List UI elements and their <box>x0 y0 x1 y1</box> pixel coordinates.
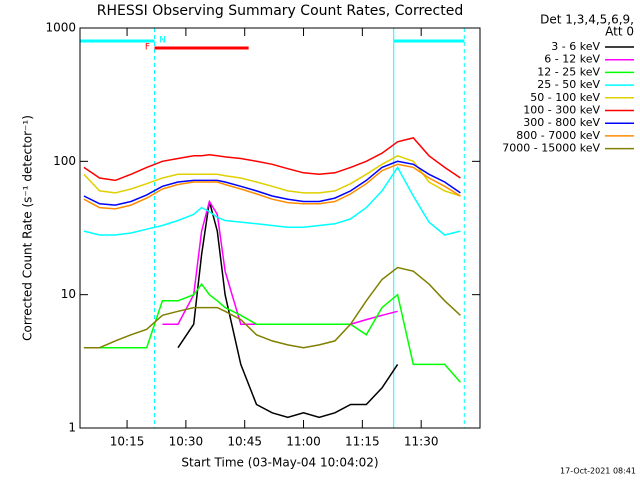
y-tick-label: 100 <box>53 154 76 168</box>
series-line <box>177 201 399 419</box>
legend-label: 6 - 12 keV <box>544 53 600 66</box>
series-line <box>83 163 461 210</box>
y-tick-label: 1000 <box>45 21 76 35</box>
y-tick-label: 10 <box>61 287 76 301</box>
series-line <box>83 137 461 182</box>
x-tick-label: 11:30 <box>404 435 439 449</box>
legend-header: Att 0 <box>605 25 634 39</box>
x-tick-label: 10:45 <box>227 435 262 449</box>
legend-label: 25 - 50 keV <box>537 78 600 91</box>
x-tick-label: 11:15 <box>345 435 380 449</box>
legend-header: Det 1,3,4,5,6,9, <box>540 13 634 27</box>
series-line <box>83 266 461 349</box>
x-tick-label: 11:00 <box>286 435 321 449</box>
legend-label: 50 - 100 keV <box>530 91 600 104</box>
legend-label: 12 - 25 keV <box>537 65 600 78</box>
series-line <box>83 282 461 383</box>
legend-label: 7000 - 15000 keV <box>502 142 600 155</box>
series-line <box>83 154 461 197</box>
series-line <box>83 165 461 236</box>
night-label: N <box>159 36 166 46</box>
legend-label: 3 - 6 keV <box>551 40 600 53</box>
y-axis-label: Corrected Count Rate (s⁻¹ detector⁻¹) <box>21 115 35 341</box>
x-axis-label: Start Time (03-May-04 10:04:02) <box>181 456 378 470</box>
x-tick-label: 10:15 <box>110 435 145 449</box>
y-tick-label: 1 <box>68 421 76 435</box>
legend-label: 800 - 7000 keV <box>516 129 600 142</box>
chart-title: RHESSI Observing Summary Count Rates, Co… <box>97 3 463 19</box>
x-tick-label: 10:30 <box>169 435 204 449</box>
flare-label: F <box>145 43 150 53</box>
legend-label: 300 - 800 keV <box>523 116 600 129</box>
footer: 17-Oct-2021 08:41 <box>560 467 636 476</box>
series-line <box>83 160 461 206</box>
legend-label: 100 - 300 keV <box>523 104 600 117</box>
plot-frame <box>79 27 481 429</box>
